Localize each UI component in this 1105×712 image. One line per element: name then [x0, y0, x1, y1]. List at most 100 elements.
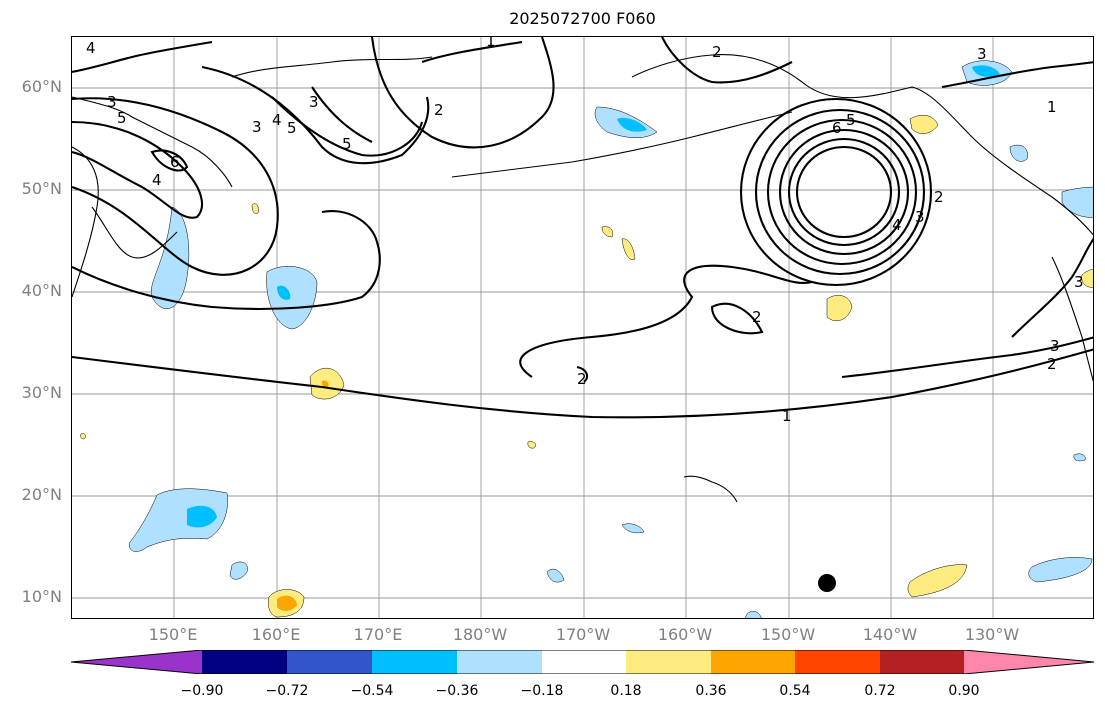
contour-label: 3 — [1074, 273, 1084, 291]
deep-blue-alaska — [972, 65, 1000, 77]
contour-label-group: 4 1 2 3 3 5 6 4 3 4 5 5 2 3 1 6 5 4 3 2 … — [86, 37, 1084, 425]
lat-label: 40°N — [21, 281, 62, 300]
yellow-area-5 — [909, 114, 939, 134]
contour-label: 4 — [86, 39, 96, 57]
colorbar-segment — [457, 650, 542, 674]
blue-area-small-2 — [546, 568, 565, 583]
colorbar-tick-label: −0.72 — [265, 683, 309, 699]
coast-aleutians — [451, 111, 793, 178]
colorbar-segment — [372, 650, 457, 674]
colorbar-segment — [711, 650, 795, 674]
contour-label: 4 — [892, 216, 902, 234]
contour-label: 3 — [977, 45, 987, 63]
yellow-area-11 — [80, 433, 86, 440]
map-panel[interactable]: 4 1 2 3 3 5 6 4 3 4 5 5 2 3 1 6 5 4 3 2 … — [71, 36, 1094, 619]
contour-1-ne — [941, 61, 1093, 89]
map-svg: 4 1 2 3 3 5 6 4 3 4 5 5 2 3 1 6 5 4 3 2 … — [72, 37, 1093, 618]
contour-label: 2 — [434, 101, 444, 119]
contour-2-tick — [576, 365, 589, 383]
contour-label: 2 — [752, 308, 762, 326]
deep-blue-nwpac — [277, 285, 291, 300]
contour-2-high — [739, 97, 933, 287]
contour-label: 2 — [1047, 355, 1057, 373]
contour-label: 6 — [170, 153, 180, 171]
colorbar-segment — [202, 650, 287, 674]
lon-label: 170°W — [555, 625, 611, 644]
blue-area-philippine — [129, 488, 228, 552]
deep-blue-bering — [617, 117, 647, 132]
contour-5-west — [72, 120, 203, 219]
coast-alaska — [631, 54, 1093, 236]
contour-label: 3 — [915, 208, 925, 226]
contour-label: 2 — [934, 188, 944, 206]
lat-label: 10°N — [21, 587, 62, 606]
contour-label: 4 — [152, 171, 162, 189]
contour-5-high — [778, 128, 910, 256]
deep-blue-philippine — [187, 505, 217, 528]
positive-cores — [277, 380, 329, 611]
colorbar-segment — [287, 650, 372, 674]
contour-7-high — [795, 145, 893, 239]
contour-3-high — [754, 108, 926, 276]
marker-dot — [818, 574, 836, 592]
blue-area-small-3 — [621, 523, 645, 534]
yellow-area-4 — [907, 564, 968, 598]
lat-label: 60°N — [21, 77, 62, 96]
lon-label: 170°E — [353, 625, 403, 644]
contour-label: 1 — [486, 37, 496, 50]
negative-cores — [187, 65, 1000, 528]
contour-label: 4 — [272, 111, 282, 129]
colorbar-tick-label: 0.72 — [864, 683, 896, 699]
contour-label: 5 — [117, 109, 127, 127]
map-title: 2025072700 F060 — [509, 9, 656, 28]
colorbar-segment — [71, 650, 202, 674]
contour-2-loop — [710, 302, 764, 335]
colorbar-tick-label: 0.90 — [948, 683, 980, 699]
contour-label: 1 — [782, 407, 792, 425]
blue-area-tiny — [1073, 453, 1086, 462]
contour-label: 1 — [1047, 98, 1057, 116]
contour-label: 3 — [309, 93, 319, 111]
blue-area-coast — [1061, 186, 1093, 218]
blue-area-small-1 — [229, 561, 248, 580]
lon-label: 140°W — [862, 625, 918, 644]
contour-label: 2 — [577, 370, 587, 388]
orange-core-1 — [277, 595, 297, 611]
colorbar-tick-label: −0.18 — [520, 683, 564, 699]
colorbar-tick-label: 0.18 — [610, 683, 642, 699]
lat-label: 50°N — [21, 179, 62, 198]
colorbar-tick-label: −0.90 — [180, 683, 224, 699]
negative-shading — [129, 60, 1093, 618]
colorbar-tick-label: 0.54 — [779, 683, 811, 699]
contour-4-high — [766, 118, 918, 266]
positive-shading — [80, 114, 1093, 618]
coast-west-us — [1051, 256, 1093, 383]
colorbar-tick-label: 0.36 — [695, 683, 727, 699]
yellow-area-7 — [601, 226, 614, 238]
blue-area-east — [1028, 557, 1093, 583]
contour-1-north — [421, 40, 523, 63]
lon-label: 150°E — [148, 625, 198, 644]
contour-3-west — [72, 97, 279, 276]
lon-label: 130°W — [964, 625, 1020, 644]
contours — [72, 37, 1093, 419]
yellow-area-10 — [527, 441, 536, 449]
yellow-area-8 — [1081, 268, 1093, 288]
colorbar — [71, 650, 1094, 674]
yellow-area-3 — [826, 295, 853, 322]
colorbar-segment — [626, 650, 711, 674]
lat-label: 30°N — [21, 383, 62, 402]
coast-kamchatka — [72, 96, 233, 188]
contour-3-east — [1011, 237, 1093, 338]
contour-1-south — [72, 348, 1093, 419]
lon-label: 180°W — [452, 625, 508, 644]
coast-chukotka — [231, 56, 433, 78]
blue-area-bottom — [744, 611, 762, 618]
lon-label: 150°W — [760, 625, 816, 644]
lon-label: 160°E — [251, 625, 301, 644]
orange-core-2 — [321, 380, 329, 388]
lat-label: 20°N — [21, 485, 62, 504]
colorbar-segment — [795, 650, 880, 674]
contour-4-nw — [72, 40, 213, 74]
contour-4-north — [201, 65, 430, 165]
